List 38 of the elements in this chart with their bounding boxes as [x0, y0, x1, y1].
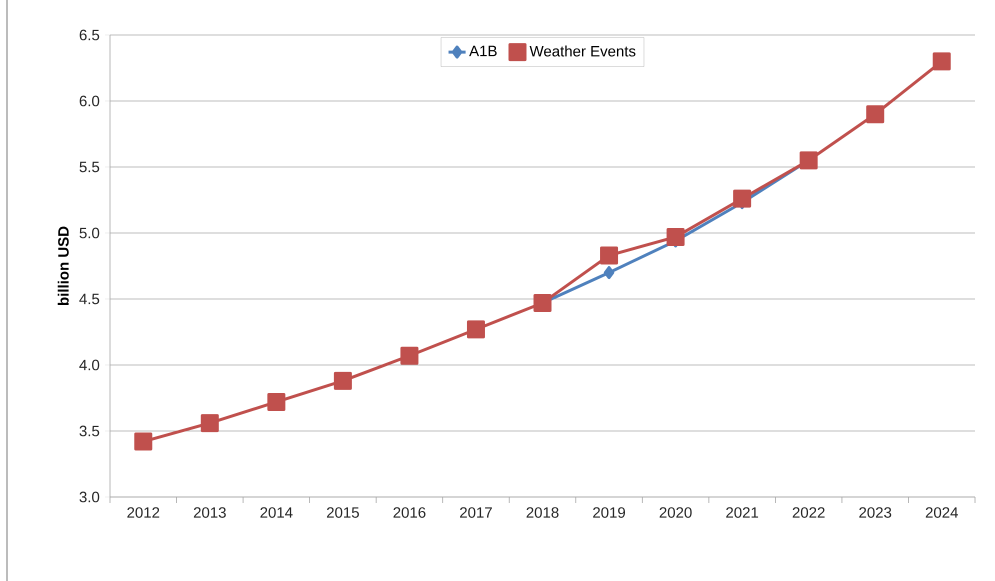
y-tick-label: 6.0 — [80, 96, 100, 106]
x-tick-label: 2022 — [792, 507, 825, 518]
y-tick-label: 4.0 — [79, 360, 100, 370]
x-tick-label: 2023 — [859, 507, 892, 518]
point — [267, 392, 286, 411]
point — [932, 52, 951, 70]
x-tick-label: 2016 — [393, 507, 426, 518]
y-tick-label: 5.0 — [80, 228, 100, 238]
point — [334, 372, 352, 390]
x-tick-label: 2017 — [460, 507, 492, 518]
point — [800, 151, 818, 170]
x-tick-label: 2020 — [660, 507, 692, 518]
y-tick-label: 3.5 — [80, 426, 100, 436]
legend-label: Weather Events — [530, 46, 636, 57]
y-tick-label: 3.0 — [80, 492, 100, 502]
x-tick-label: 2014 — [260, 507, 293, 518]
point — [134, 432, 152, 451]
point — [600, 246, 618, 264]
point — [534, 294, 552, 312]
legend-label: A1B — [469, 46, 497, 56]
point — [200, 414, 219, 432]
x-tick-label: 2013 — [194, 507, 226, 518]
point — [400, 346, 418, 365]
point — [733, 190, 752, 208]
x-tick-label: 2021 — [726, 507, 758, 518]
y-tick-label: 5.5 — [80, 162, 100, 172]
y-tick-label: 4.5 — [79, 294, 100, 304]
point — [466, 320, 485, 338]
x-tick-label: 2018 — [526, 507, 559, 518]
point — [866, 105, 884, 124]
x-tick-label: 2012 — [127, 507, 160, 518]
x-tick-label: 2024 — [926, 507, 958, 518]
point — [666, 228, 685, 246]
x-tick-label: 2015 — [326, 507, 359, 518]
point — [604, 266, 614, 280]
x-tick-label: 2019 — [593, 507, 626, 518]
y-tick-label: 6.5 — [80, 30, 100, 40]
y-axis-title: billion USD — [58, 226, 69, 306]
